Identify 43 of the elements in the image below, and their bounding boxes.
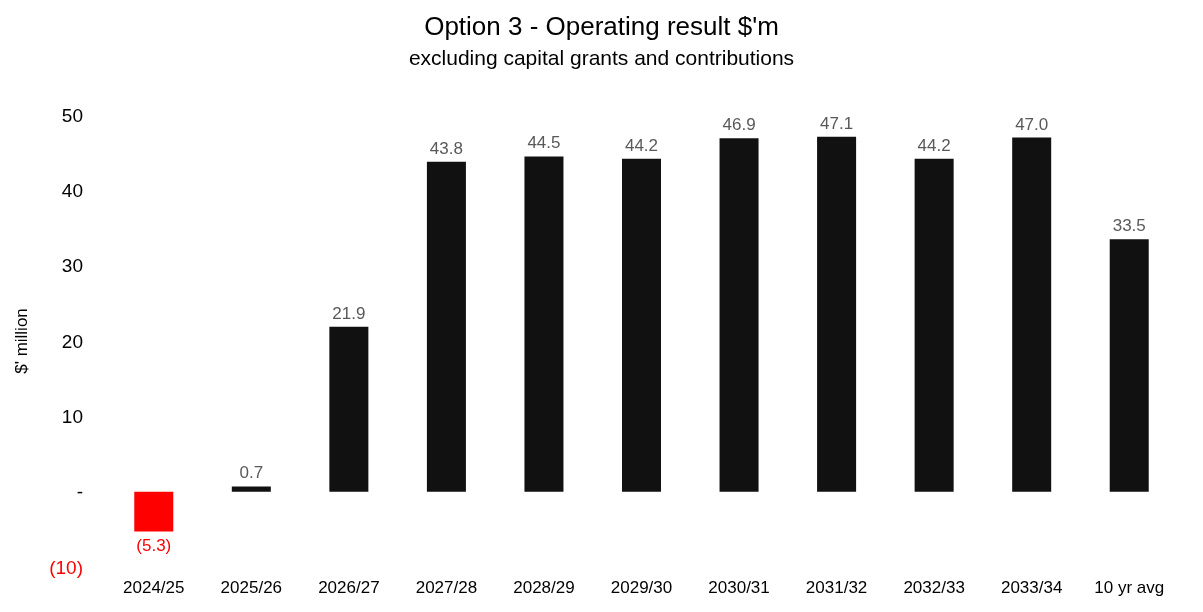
chart-title: Option 3 - Operating result $'m <box>424 11 779 41</box>
y-tick-label: 40 <box>61 179 83 201</box>
y-tick-label: 20 <box>61 330 83 352</box>
x-tick-label: 2029/30 <box>610 578 673 597</box>
chart-subtitle: excluding capital grants and contributions <box>408 46 795 69</box>
y-tick-label: 10 <box>61 405 83 427</box>
bar <box>817 136 857 492</box>
x-tick-label: 2025/26 <box>220 578 283 597</box>
bar <box>1109 239 1149 492</box>
data-label: 0.7 <box>239 463 264 483</box>
data-label: 33.5 <box>1112 216 1146 236</box>
x-tick-label: 10 yr avg <box>1094 578 1165 597</box>
data-label: 47.1 <box>820 113 854 133</box>
bar <box>329 326 369 492</box>
bar <box>1012 137 1052 492</box>
bar <box>426 161 466 492</box>
bar <box>719 138 759 492</box>
y-tick-label: (10) <box>49 556 83 578</box>
x-tick-label: 2026/27 <box>318 578 380 597</box>
data-label: 46.9 <box>722 115 756 135</box>
bar <box>231 486 271 492</box>
data-label: 44.5 <box>527 133 561 153</box>
bar <box>524 156 564 492</box>
data-label: 44.2 <box>917 135 951 155</box>
data-label: 47.0 <box>1015 114 1049 134</box>
y-tick-label: - <box>76 481 83 503</box>
x-tick-label: 2030/31 <box>708 578 770 597</box>
data-label: 43.8 <box>429 138 463 158</box>
data-label: 21.9 <box>332 303 366 323</box>
y-tick-label: 30 <box>61 255 83 277</box>
data-label: (5.3) <box>136 535 172 555</box>
x-tick-label: 2032/33 <box>903 578 965 597</box>
x-tick-label: 2031/32 <box>805 578 868 597</box>
y-tick-label: 50 <box>61 104 83 126</box>
y-axis-title: $' million <box>12 308 31 374</box>
bar <box>134 491 174 532</box>
x-tick-label: 2033/34 <box>1000 578 1063 597</box>
x-tick-label: 2027/28 <box>415 578 478 597</box>
x-tick-label: 2024/25 <box>123 578 185 597</box>
data-label: 44.2 <box>624 135 659 155</box>
x-tick-label: 2028/29 <box>513 578 575 597</box>
bar <box>914 158 954 492</box>
bar <box>621 158 662 492</box>
